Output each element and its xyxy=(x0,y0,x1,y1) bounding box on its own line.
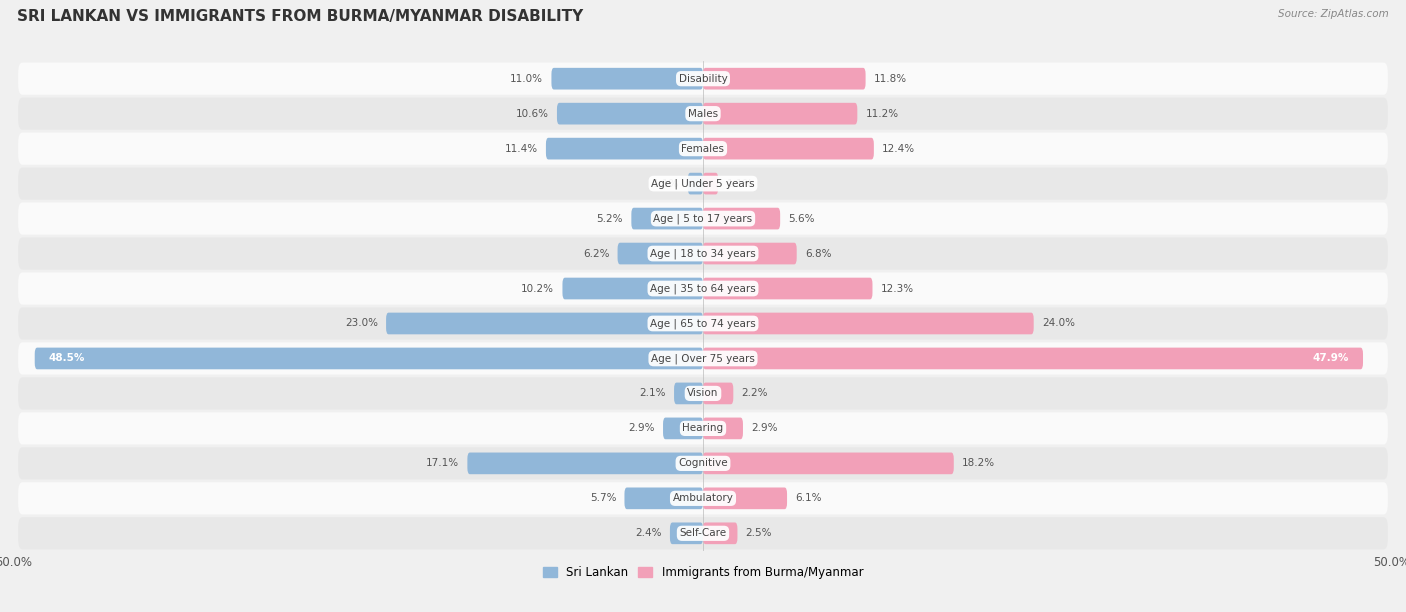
Text: 11.4%: 11.4% xyxy=(505,144,537,154)
Text: 5.7%: 5.7% xyxy=(589,493,616,503)
Text: Disability: Disability xyxy=(679,73,727,84)
FancyBboxPatch shape xyxy=(703,207,780,230)
Legend: Sri Lankan, Immigrants from Burma/Myanmar: Sri Lankan, Immigrants from Burma/Myanma… xyxy=(538,562,868,584)
FancyBboxPatch shape xyxy=(18,482,1388,515)
FancyBboxPatch shape xyxy=(18,133,1388,165)
Text: 10.6%: 10.6% xyxy=(516,109,548,119)
Text: 5.2%: 5.2% xyxy=(596,214,623,223)
FancyBboxPatch shape xyxy=(631,207,703,230)
Text: 11.0%: 11.0% xyxy=(510,73,543,84)
FancyBboxPatch shape xyxy=(35,348,703,369)
Text: 6.2%: 6.2% xyxy=(583,248,609,258)
FancyBboxPatch shape xyxy=(617,243,703,264)
Text: Age | 5 to 17 years: Age | 5 to 17 years xyxy=(654,214,752,224)
Text: 2.2%: 2.2% xyxy=(741,389,768,398)
Text: Age | 35 to 64 years: Age | 35 to 64 years xyxy=(650,283,756,294)
FancyBboxPatch shape xyxy=(18,237,1388,270)
Text: Age | Over 75 years: Age | Over 75 years xyxy=(651,353,755,364)
FancyBboxPatch shape xyxy=(664,417,703,439)
FancyBboxPatch shape xyxy=(18,517,1388,550)
Text: 11.2%: 11.2% xyxy=(866,109,898,119)
Text: 1.1%: 1.1% xyxy=(727,179,754,188)
Text: 1.1%: 1.1% xyxy=(652,179,679,188)
Text: Age | Under 5 years: Age | Under 5 years xyxy=(651,178,755,189)
FancyBboxPatch shape xyxy=(703,488,787,509)
Text: Source: ZipAtlas.com: Source: ZipAtlas.com xyxy=(1278,9,1389,19)
FancyBboxPatch shape xyxy=(703,278,873,299)
FancyBboxPatch shape xyxy=(18,272,1388,305)
FancyBboxPatch shape xyxy=(557,103,703,124)
Text: 12.4%: 12.4% xyxy=(882,144,915,154)
FancyBboxPatch shape xyxy=(703,452,953,474)
FancyBboxPatch shape xyxy=(467,452,703,474)
Text: 12.3%: 12.3% xyxy=(880,283,914,294)
FancyBboxPatch shape xyxy=(551,68,703,89)
FancyBboxPatch shape xyxy=(703,173,718,195)
FancyBboxPatch shape xyxy=(703,138,875,160)
FancyBboxPatch shape xyxy=(18,168,1388,200)
Text: Ambulatory: Ambulatory xyxy=(672,493,734,503)
Text: 23.0%: 23.0% xyxy=(344,318,378,329)
Text: Cognitive: Cognitive xyxy=(678,458,728,468)
FancyBboxPatch shape xyxy=(18,447,1388,479)
Text: 5.6%: 5.6% xyxy=(789,214,815,223)
FancyBboxPatch shape xyxy=(703,523,738,544)
Text: Males: Males xyxy=(688,109,718,119)
FancyBboxPatch shape xyxy=(703,382,734,405)
FancyBboxPatch shape xyxy=(703,243,797,264)
Text: 11.8%: 11.8% xyxy=(875,73,907,84)
FancyBboxPatch shape xyxy=(18,62,1388,95)
FancyBboxPatch shape xyxy=(18,307,1388,340)
Text: Vision: Vision xyxy=(688,389,718,398)
FancyBboxPatch shape xyxy=(703,417,742,439)
FancyBboxPatch shape xyxy=(703,313,1033,334)
FancyBboxPatch shape xyxy=(546,138,703,160)
FancyBboxPatch shape xyxy=(387,313,703,334)
Text: 2.9%: 2.9% xyxy=(751,424,778,433)
Text: Hearing: Hearing xyxy=(682,424,724,433)
FancyBboxPatch shape xyxy=(703,103,858,124)
Text: 47.9%: 47.9% xyxy=(1313,354,1350,364)
Text: 18.2%: 18.2% xyxy=(962,458,995,468)
Text: 2.4%: 2.4% xyxy=(636,528,662,539)
FancyBboxPatch shape xyxy=(18,203,1388,234)
Text: 6.8%: 6.8% xyxy=(806,248,831,258)
Text: 6.1%: 6.1% xyxy=(796,493,823,503)
FancyBboxPatch shape xyxy=(673,382,703,405)
Text: Age | 65 to 74 years: Age | 65 to 74 years xyxy=(650,318,756,329)
FancyBboxPatch shape xyxy=(18,342,1388,375)
Text: Self-Care: Self-Care xyxy=(679,528,727,539)
FancyBboxPatch shape xyxy=(703,348,1362,369)
FancyBboxPatch shape xyxy=(562,278,703,299)
FancyBboxPatch shape xyxy=(18,378,1388,409)
FancyBboxPatch shape xyxy=(18,97,1388,130)
Text: Females: Females xyxy=(682,144,724,154)
Text: 24.0%: 24.0% xyxy=(1042,318,1076,329)
Text: SRI LANKAN VS IMMIGRANTS FROM BURMA/MYANMAR DISABILITY: SRI LANKAN VS IMMIGRANTS FROM BURMA/MYAN… xyxy=(17,9,583,24)
Text: 48.5%: 48.5% xyxy=(48,354,84,364)
Text: 2.1%: 2.1% xyxy=(640,389,666,398)
Text: 2.5%: 2.5% xyxy=(745,528,772,539)
FancyBboxPatch shape xyxy=(624,488,703,509)
Text: 17.1%: 17.1% xyxy=(426,458,460,468)
Text: Age | 18 to 34 years: Age | 18 to 34 years xyxy=(650,248,756,259)
FancyBboxPatch shape xyxy=(703,68,866,89)
FancyBboxPatch shape xyxy=(18,412,1388,444)
FancyBboxPatch shape xyxy=(688,173,703,195)
Text: 2.9%: 2.9% xyxy=(628,424,655,433)
Text: 10.2%: 10.2% xyxy=(522,283,554,294)
FancyBboxPatch shape xyxy=(669,523,703,544)
